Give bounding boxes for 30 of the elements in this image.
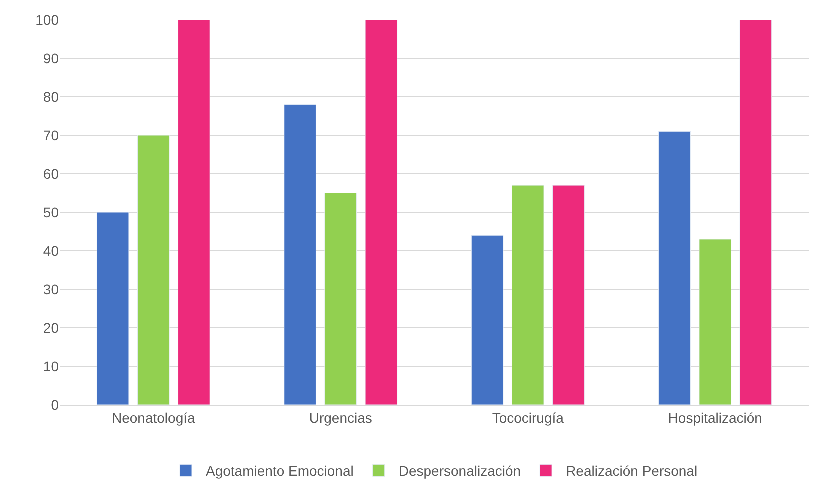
- y-tick-label: 100: [36, 12, 60, 28]
- y-tick-label: 40: [43, 242, 60, 259]
- bar: [365, 20, 398, 405]
- bar: [137, 135, 170, 405]
- bar: [658, 131, 691, 405]
- legend-label: Despersonalización: [398, 463, 522, 480]
- legend-label: Realización Personal: [566, 463, 698, 480]
- bar: [740, 20, 772, 405]
- bar: [96, 212, 130, 405]
- x-tick-label: Hospitalización: [668, 410, 762, 426]
- y-tick-label: 20: [43, 320, 60, 336]
- x-tick-label: Urgencias: [309, 410, 372, 426]
- y-tick-label: 30: [43, 281, 60, 298]
- x-tick-label: Tococirugía: [492, 410, 564, 426]
- y-tick-label: 50: [43, 204, 60, 220]
- y-tick-label: 90: [43, 50, 60, 66]
- x-tick-label: Neonatología: [112, 410, 196, 426]
- legend-label: Agotamiento Emocional: [206, 463, 354, 480]
- bar: [324, 193, 358, 405]
- bar: [178, 20, 210, 405]
- y-tick-label: 0: [51, 396, 60, 413]
- bar: [284, 104, 316, 405]
- y-tick-label: 70: [43, 127, 60, 144]
- y-tick-label: 60: [43, 166, 60, 182]
- bar: [552, 185, 585, 405]
- y-tick-label: 80: [43, 88, 60, 105]
- bar: [699, 239, 732, 405]
- y-tick-label: 10: [43, 358, 60, 374]
- bar: [512, 185, 544, 405]
- bar: [471, 235, 504, 405]
